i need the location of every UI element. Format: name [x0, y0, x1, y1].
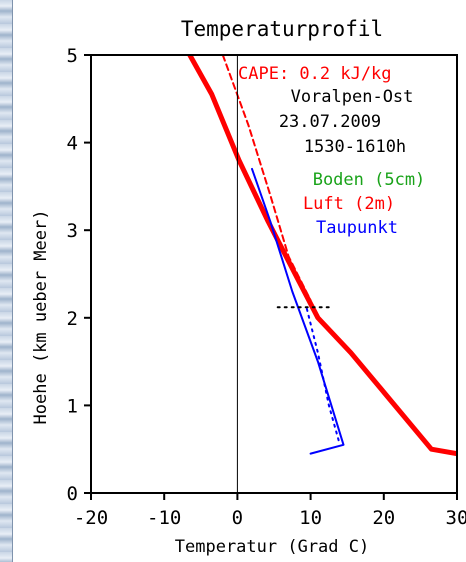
- x-tick-label: 30: [446, 507, 466, 529]
- legend-entry-taupunkt: Taupunkt: [316, 218, 398, 238]
- y-tick-label: 2: [67, 308, 78, 330]
- y-tick-label: 5: [67, 45, 78, 67]
- x-tick-label: -20: [74, 507, 108, 529]
- series-line-luft-2m: [187, 55, 457, 457]
- y-tick-label: 0: [67, 483, 78, 505]
- legend-entry-boden: Boden (5cm): [313, 170, 426, 190]
- time-annotation: 1530-1610h: [304, 137, 406, 157]
- legend-entry-luft: Luft (2m): [303, 194, 395, 214]
- x-tick-label: -10: [147, 507, 181, 529]
- series-layer: [187, 55, 457, 457]
- axes-layer: [90, 54, 458, 494]
- ticks-layer: -20 -10 0 10 20 30 0 1 2 3 4 5: [67, 45, 466, 529]
- series-line-taupunkt: [251, 167, 345, 455]
- region-annotation: Voralpen-Ost: [291, 87, 414, 107]
- x-tick-label: 0: [232, 507, 243, 529]
- plot-frame: [90, 54, 458, 494]
- x-tick-label: 20: [372, 507, 395, 529]
- x-axis-label: Temperatur (Grad C): [175, 537, 369, 557]
- x-tick-label: 10: [299, 507, 322, 529]
- y-axis-label: Hoehe (km ueber Meer): [31, 210, 51, 425]
- y-tick-label: 4: [67, 133, 78, 155]
- y-tick-label: 1: [67, 395, 78, 417]
- chart-title: Temperaturprofil: [181, 17, 383, 41]
- annotation-layer: CAPE: 0.2 kJ/kg Voralpen-Ost 23.07.2009 …: [238, 64, 425, 238]
- y-tick-label: 3: [67, 220, 78, 242]
- left-edge-strip: [0, 0, 13, 562]
- cape-annotation: CAPE: 0.2 kJ/kg: [238, 64, 392, 84]
- series-line-cape-parcel: [221, 55, 312, 302]
- date-annotation: 23.07.2009: [279, 112, 381, 132]
- series-line-taupunkt-parcel: [305, 308, 341, 446]
